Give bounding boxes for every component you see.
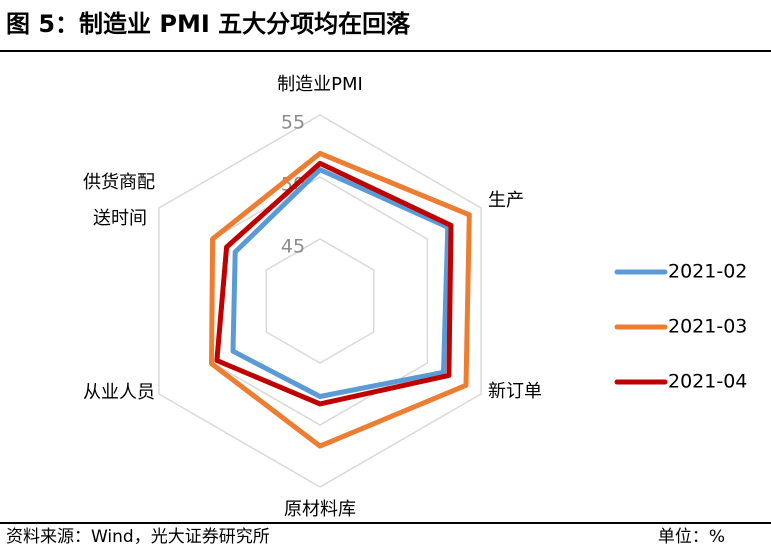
legend-label: 2021-02 xyxy=(668,261,747,283)
title-divider xyxy=(0,50,771,52)
figure-title: 图 5：制造业 PMI 五大分项均在回落 xyxy=(6,10,411,38)
axis-category-label: 生产 xyxy=(488,190,524,211)
grid-ring-55 xyxy=(158,114,482,488)
tick-label: 45 xyxy=(281,236,305,258)
axis-category-label: 制造业PMI xyxy=(277,74,363,95)
series-line-2021-02 xyxy=(230,167,451,399)
unit-note: 单位：% xyxy=(657,527,725,547)
series-line-2021-03 xyxy=(209,150,472,449)
footer-divider xyxy=(0,522,771,524)
source-note: 资料来源：Wind，光大证券研究所 xyxy=(6,527,270,547)
radar-chart: 455055制造业PMI生产新订单原材料库从业人员供货商配送时间2021-022… xyxy=(83,74,747,520)
grid-ring-45 xyxy=(265,238,375,364)
legend-label: 2021-04 xyxy=(668,371,747,393)
series-line-2021-04 xyxy=(214,160,454,407)
tick-label: 55 xyxy=(281,112,305,134)
axis-category-label: 供货商配送时间 xyxy=(83,172,155,229)
axis-category-label: 从业人员 xyxy=(83,382,155,403)
axis-category-label: 新订单 xyxy=(488,381,542,402)
legend-label: 2021-03 xyxy=(668,316,747,338)
axis-category-label: 原材料库 xyxy=(284,499,356,520)
